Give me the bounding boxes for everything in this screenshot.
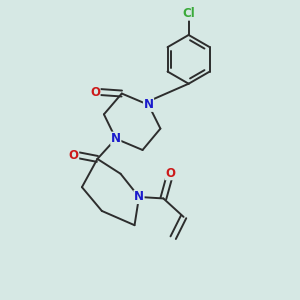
Text: N: N xyxy=(143,98,154,111)
Text: O: O xyxy=(165,167,175,180)
Text: O: O xyxy=(69,149,79,162)
Text: O: O xyxy=(90,85,100,98)
Text: N: N xyxy=(134,190,144,203)
Text: Cl: Cl xyxy=(182,7,195,20)
Text: N: N xyxy=(111,132,121,145)
